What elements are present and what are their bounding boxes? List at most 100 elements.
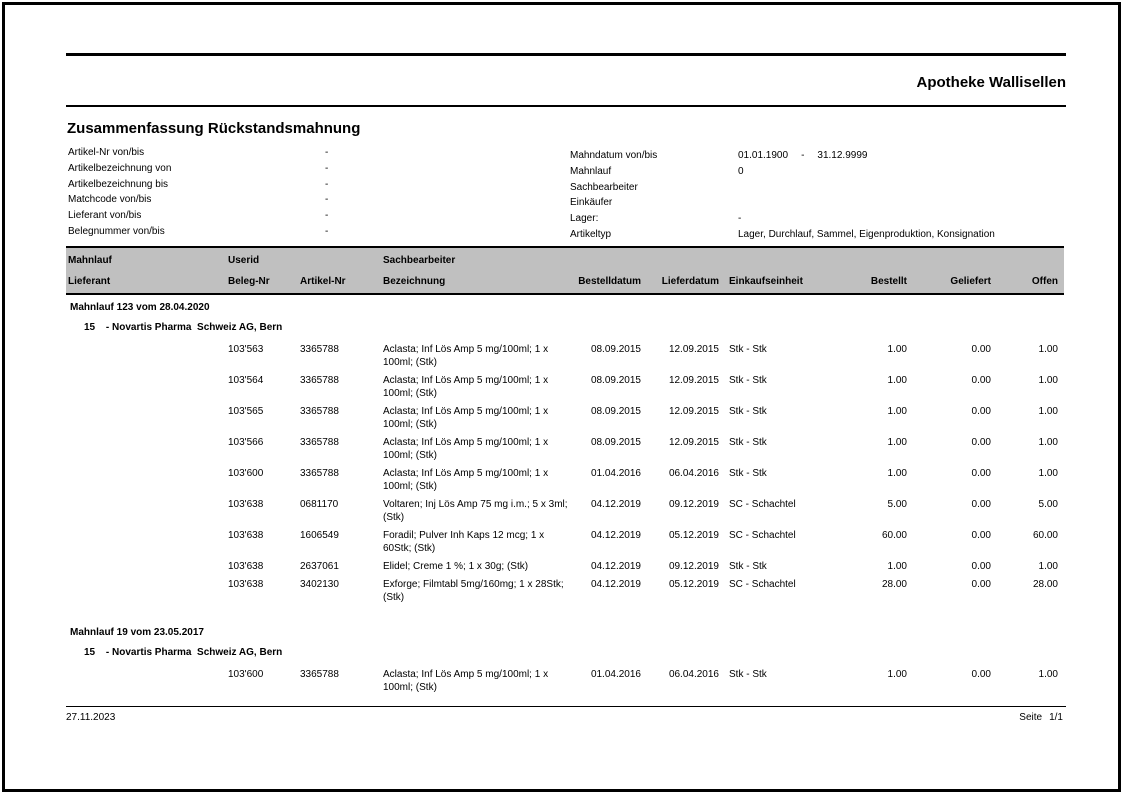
- filter-value: 31.12.9999: [817, 150, 868, 161]
- cell-offen: 1.00: [1038, 374, 1058, 386]
- cell-artikel-nr: 3365788: [300, 343, 339, 355]
- page-number: 1/1: [1049, 712, 1063, 723]
- filter-values: Lager, Durchlauf, Sammel, Eigenproduktio…: [738, 228, 995, 242]
- print-date: 27.11.2023: [66, 712, 116, 723]
- cell-einkaufseinheit: Stk - Stk: [729, 436, 767, 448]
- filter-label: Belegnummer von/bis: [68, 225, 165, 237]
- cell-offen: 28.00: [1032, 578, 1058, 590]
- header-bottom-rule: [66, 105, 1066, 107]
- column-header-bestellt: Bestellt: [870, 276, 907, 287]
- cell-geliefert: 0.00: [971, 343, 991, 355]
- filter-row: Artikelbezeichnung von -: [68, 162, 528, 178]
- cell-bestellt: 5.00: [887, 498, 907, 510]
- cell-offen: 1.00: [1038, 405, 1058, 417]
- cell-artikel-nr: 2637061: [300, 560, 339, 572]
- cell-lieferdatum: 05.12.2019: [668, 529, 719, 541]
- filter-value: Lager, Durchlauf, Sammel, Eigenproduktio…: [738, 228, 995, 240]
- supplier-number: 15: [84, 647, 96, 658]
- filter-row: Matchcode von/bis -: [68, 193, 528, 209]
- table-row: 103'638 1606549 Foradil; Pulver Inh Kaps…: [68, 526, 1058, 557]
- cell-bestellt: 1.00: [887, 374, 907, 386]
- filter-row: Mahnlauf 0: [570, 165, 1064, 181]
- filter-label: Artikelbezeichnung bis: [68, 178, 169, 190]
- cell-bezeichnung: Voltaren; Inj Lös Amp 75 mg i.m.; 5 x 3m…: [383, 498, 568, 523]
- supplier-block: 15 - Novartis Pharma Schweiz AG, Bern 10…: [68, 314, 1058, 606]
- filter-label: Artikelbezeichnung von: [68, 162, 172, 174]
- header-top-rule: [66, 53, 1066, 56]
- filter-values: 01.01.1900 - 31.12.9999: [738, 149, 867, 163]
- cell-bezeichnung: Foradil; Pulver Inh Kaps 12 mcg; 1 x 60S…: [383, 529, 545, 554]
- filter-row: Artikeltyp Lager, Durchlauf, Sammel, Eig…: [570, 228, 1064, 244]
- cell-bestelldatum: 04.12.2019: [590, 560, 641, 572]
- column-header-lieferdatum: Lieferdatum: [661, 276, 719, 287]
- cell-artikel-nr: 1606549: [300, 529, 339, 541]
- cell-beleg-nr: 103'638: [228, 498, 264, 510]
- cell-lieferant: [68, 529, 228, 530]
- cell-einkaufseinheit: Stk - Stk: [729, 405, 767, 417]
- cell-einkaufseinheit: Stk - Stk: [729, 374, 767, 386]
- cell-lieferdatum: 05.12.2019: [668, 578, 719, 590]
- cell-beleg-nr: 103'638: [228, 560, 264, 572]
- table-row: 103'563 3365788 Aclasta; Inf Lös Amp 5 m…: [68, 340, 1058, 371]
- cell-einkaufseinheit: Stk - Stk: [729, 467, 767, 479]
- cell-bestelldatum: 04.12.2019: [590, 578, 641, 590]
- filter-value: -: [801, 150, 805, 161]
- filter-label: Matchcode von/bis: [68, 194, 152, 206]
- cell-lieferdatum: 09.12.2019: [668, 498, 719, 510]
- cell-bestelldatum: 01.04.2016: [590, 467, 641, 479]
- supplier-block: 15 - Novartis Pharma Schweiz AG, Bern 10…: [68, 639, 1058, 696]
- supplier-number: 15: [84, 322, 96, 333]
- cell-offen: 1.00: [1038, 467, 1058, 479]
- cell-offen: 1.00: [1038, 560, 1058, 572]
- cell-lieferant: [68, 436, 228, 437]
- filter-label: Artikel-Nr von/bis: [68, 147, 145, 158]
- column-header-mahnlauf: Mahnlauf: [68, 255, 112, 266]
- supplier-list: 15 - Novartis Pharma Schweiz AG, Bern 10…: [68, 314, 1058, 606]
- cell-bezeichnung: Aclasta; Inf Lös Amp 5 mg/100ml; 1 x 100…: [383, 668, 549, 693]
- filter-row: Belegnummer von/bis -: [68, 225, 528, 241]
- report-title: Zusammenfassung Rückstandsmahnung: [67, 120, 361, 137]
- table-row: 103'600 3365788 Aclasta; Inf Lös Amp 5 m…: [68, 464, 1058, 495]
- cell-geliefert: 0.00: [971, 498, 991, 510]
- cell-lieferdatum: 09.12.2019: [668, 560, 719, 572]
- cell-bezeichnung: Aclasta; Inf Lös Amp 5 mg/100ml; 1 x 100…: [383, 467, 549, 492]
- cell-lieferant: [68, 405, 228, 406]
- mahnlauf-group-title: Mahnlauf 123 vom 28.04.2020: [70, 302, 210, 313]
- filter-value: -: [325, 225, 329, 237]
- filter-label: Sachbearbeiter: [570, 181, 638, 193]
- column-header-geliefert: Geliefert: [950, 276, 991, 287]
- cell-bezeichnung: Aclasta; Inf Lös Amp 5 mg/100ml; 1 x 100…: [383, 436, 549, 461]
- table-header-row-1: Mahnlauf Userid Sachbearbeiter: [68, 254, 1058, 267]
- cell-bestellt: 1.00: [887, 560, 907, 572]
- report-table: Mahnlauf Userid Sachbearbeiter Lieferant…: [66, 246, 1064, 696]
- cell-beleg-nr: 103'638: [228, 529, 264, 541]
- cell-geliefert: 0.00: [971, 560, 991, 572]
- cell-bestellt: 60.00: [881, 529, 907, 541]
- column-header-einkaufseinheit: Einkaufseinheit: [729, 276, 803, 287]
- cell-lieferant: [68, 578, 228, 579]
- cell-beleg-nr: 103'600: [228, 668, 264, 680]
- filter-value: -: [325, 162, 329, 174]
- cell-geliefert: 0.00: [971, 374, 991, 386]
- cell-bestelldatum: 08.09.2015: [590, 436, 641, 448]
- column-header-lieferant: Lieferant: [68, 276, 111, 287]
- column-header-userid: Userid: [228, 255, 260, 266]
- page-footer: 27.11.2023 Seite 1/1: [66, 706, 1066, 723]
- cell-lieferant: [68, 343, 228, 344]
- cell-bezeichnung: Aclasta; Inf Lös Amp 5 mg/100ml; 1 x 100…: [383, 343, 549, 368]
- column-header-sachbearbeiter: Sachbearbeiter: [383, 255, 456, 266]
- supplier-list: 15 - Novartis Pharma Schweiz AG, Bern 10…: [68, 639, 1058, 696]
- company-name: Apotheke Wallisellen: [916, 74, 1066, 91]
- filter-row: Mahndatum von/bis 01.01.1900 - 31.12.9999: [570, 149, 1064, 165]
- filter-label: Lieferant von/bis: [68, 210, 142, 222]
- cell-beleg-nr: 103'600: [228, 467, 264, 479]
- cell-beleg-nr: 103'566: [228, 436, 264, 448]
- cell-lieferant: [68, 668, 228, 669]
- cell-lieferdatum: 12.09.2015: [668, 343, 719, 355]
- table-row: 103'566 3365788 Aclasta; Inf Lös Amp 5 m…: [68, 433, 1058, 464]
- cell-einkaufseinheit: Stk - Stk: [729, 560, 767, 572]
- cell-beleg-nr: 103'638: [228, 578, 264, 590]
- cell-lieferdatum: 06.04.2016: [668, 668, 719, 680]
- filters-left-column: Artikel-Nr von/bis - Artikelbezeichnung …: [68, 146, 528, 241]
- cell-einkaufseinheit: SC - Schachtel: [729, 498, 796, 510]
